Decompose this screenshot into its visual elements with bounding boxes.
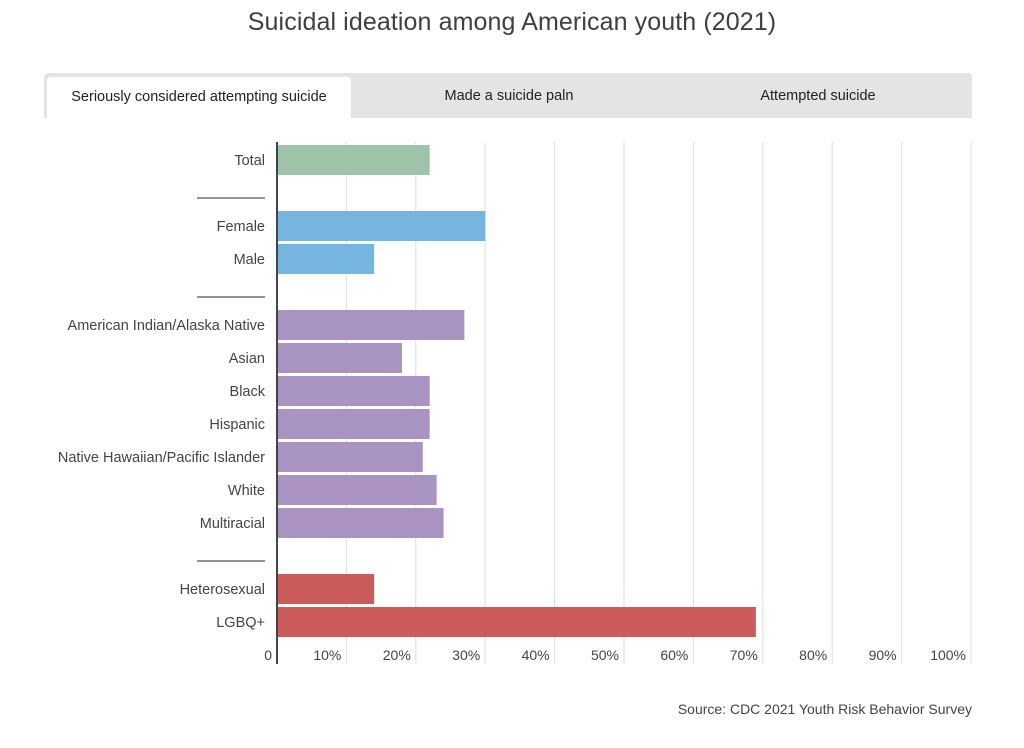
category-label: Heterosexual	[180, 582, 265, 598]
bar-total	[277, 145, 430, 175]
tab-seriously-considered[interactable]: Seriously considered attempting suicide	[47, 77, 351, 118]
x-tick-label: 50%	[591, 647, 619, 663]
bar-hispanic	[277, 409, 430, 439]
tab-made-a-plan[interactable]: Made a suicide paln	[444, 88, 574, 104]
x-tick-label: 80%	[799, 647, 827, 663]
bar-american-indian-alaska-native	[277, 310, 465, 340]
tab-attempted-suicide[interactable]: Attempted suicide	[760, 88, 876, 104]
category-label: Asian	[229, 351, 265, 367]
bar-female	[277, 211, 486, 241]
bar-white	[277, 475, 437, 505]
x-tick-label: 0	[264, 647, 272, 663]
category-label: White	[228, 483, 265, 499]
bar-black	[277, 376, 430, 406]
chart-title: Suicidal ideation among American youth (…	[247, 8, 777, 36]
category-label: LGBQ+	[216, 615, 265, 631]
bar-asian	[277, 343, 402, 373]
category-label: Black	[230, 384, 266, 400]
category-label: Multiracial	[200, 516, 265, 532]
source-note: Source: CDC 2021 Youth Risk Behavior Sur…	[677, 701, 972, 717]
x-tick-label: 70%	[730, 647, 758, 663]
category-label: American Indian/Alaska Native	[68, 318, 265, 334]
category-label: Male	[234, 252, 265, 268]
x-tick-label: 10%	[313, 647, 341, 663]
x-tick-label: 60%	[660, 647, 688, 663]
tab-bar: Seriously considered attempting suicide …	[44, 73, 972, 118]
x-tick-label: 100%	[930, 647, 966, 663]
category-label: Hispanic	[209, 417, 265, 433]
bar-heterosexual	[277, 574, 375, 604]
x-tick-label: 20%	[383, 647, 411, 663]
bar-multiracial	[277, 508, 444, 538]
category-label: Female	[217, 219, 265, 235]
category-label: Native Hawaiian/Pacific Islander	[58, 450, 265, 466]
x-tick-label: 40%	[522, 647, 550, 663]
x-tick-label: 30%	[452, 647, 480, 663]
bar-lgbq-	[277, 607, 756, 637]
bar-native-hawaiian-pacific-islander	[277, 442, 423, 472]
category-label: Total	[234, 153, 265, 169]
x-tick-label: 90%	[869, 647, 897, 663]
bar-male	[277, 244, 375, 274]
